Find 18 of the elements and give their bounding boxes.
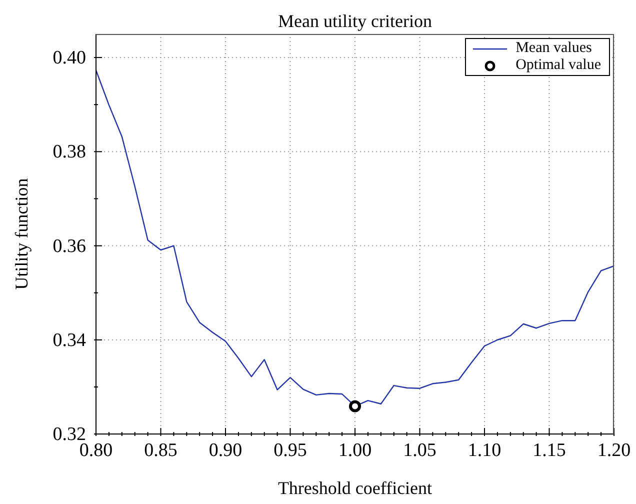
x-tick-label: 0.95	[274, 440, 307, 461]
y-axis-title: Utility function	[12, 178, 32, 290]
legend-label: Mean values	[516, 40, 592, 57]
x-tick-label: 1.10	[468, 440, 502, 461]
x-tick-label: 1.15	[532, 440, 566, 461]
x-tick-label: 1.05	[403, 440, 436, 461]
y-tick-label: 0.40	[52, 48, 86, 69]
x-tick-label: 1.00	[338, 440, 372, 461]
x-tick-label: 1.20	[597, 440, 631, 461]
y-tick-label: 0.34	[52, 330, 86, 351]
y-tick-label: 0.38	[52, 142, 86, 163]
y-tick-label: 0.36	[52, 236, 86, 257]
x-tick-label: 0.80	[79, 440, 113, 461]
chart-title: Mean utility criterion	[277, 11, 433, 32]
x-tick-label: 0.90	[208, 440, 242, 461]
x-tick-label: 0.85	[144, 440, 178, 461]
x-axis-title: Threshold coefficient	[276, 478, 434, 499]
legend-label: Optimal value	[516, 57, 601, 74]
